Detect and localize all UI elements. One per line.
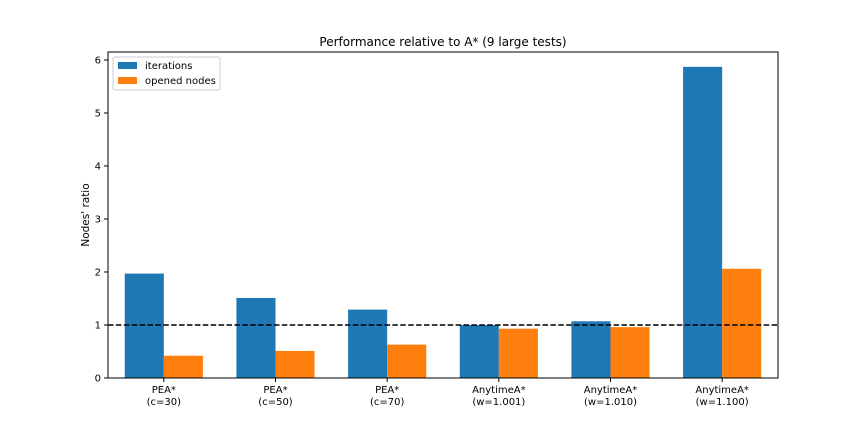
x-tick-label-line: PEA* [263, 385, 287, 396]
x-tick-label-line: (c=50) [258, 397, 293, 408]
chart-title: Performance relative to A* (9 large test… [319, 35, 566, 49]
y-axis-label: Nodes' ratio [80, 183, 92, 246]
bar-opened-nodes-3 [498, 328, 538, 378]
legend-label: iterations [145, 61, 192, 72]
x-tick-label-line: (c=30) [147, 397, 182, 408]
bar-iterations-5 [683, 66, 723, 378]
x-tick-label-line: (w=1.001) [472, 397, 525, 408]
bar-opened-nodes-1 [275, 350, 315, 378]
y-tick-label: 6 [95, 55, 101, 66]
x-tick-label: AnytimeA* (w=1.001) [472, 385, 526, 408]
legend-swatch [118, 62, 137, 69]
legend-swatch [118, 77, 137, 84]
bar-iterations-0 [124, 273, 164, 378]
bars-layer [124, 66, 762, 378]
x-tick-label: AnytimeA* (w=1.100) [695, 385, 749, 408]
x-axis: PEA* (c=30)PEA* (c=50)PEA* (c=70)AnytimeA*(… [147, 378, 749, 408]
y-axis: 0 1 2 3 4 5 6 [95, 55, 108, 385]
x-tick-label-line: (w=1.010) [584, 397, 637, 408]
x-tick-label: AnytimeA* (w=1.010) [584, 385, 638, 408]
x-tick-label-line: (c=70) [370, 397, 405, 408]
legend-label: opened nodes [145, 76, 216, 87]
y-tick-label: 1 [95, 320, 101, 331]
bar-iterations-3 [459, 324, 499, 378]
bar-opened-nodes-5 [722, 268, 762, 378]
x-tick-label-line: AnytimeA* [695, 385, 749, 396]
x-tick-label-line: (w=1.100) [696, 397, 749, 408]
bar-opened-nodes-2 [387, 344, 427, 378]
x-tick-label: PEA* (c=50) [258, 385, 293, 408]
legend-box [112, 56, 221, 91]
bar-iterations-4 [571, 321, 611, 378]
plot-area-frame [107, 51, 779, 379]
bar-iterations-2 [348, 309, 388, 378]
y-tick-label: 3 [95, 214, 101, 225]
x-tick-label-line: PEA* [152, 385, 176, 396]
x-tick-label-line: AnytimeA* [472, 385, 526, 396]
x-tick-label-line: PEA* [375, 385, 399, 396]
y-tick-label: 4 [95, 161, 101, 172]
x-tick-label-line: AnytimeA* [584, 385, 638, 396]
bar-opened-nodes-0 [163, 355, 203, 378]
bar-opened-nodes-4 [610, 327, 650, 378]
bar-iterations-1 [236, 297, 276, 378]
y-tick-label: 2 [95, 267, 101, 278]
y-tick-label: 5 [95, 108, 101, 119]
y-tick-label: 0 [95, 374, 101, 385]
legend: iterations opened nodes [112, 56, 221, 91]
x-tick-label: PEA* (c=70) [370, 385, 405, 408]
x-tick-label: PEA* (c=30) [147, 385, 182, 408]
